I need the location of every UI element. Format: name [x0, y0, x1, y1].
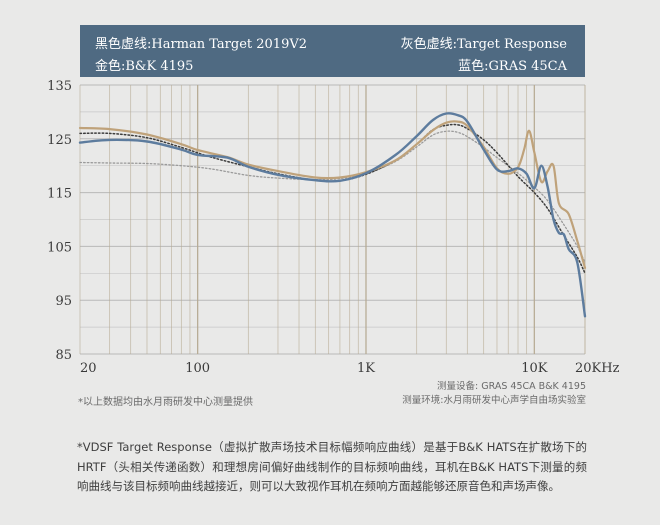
y-tick-label: 125: [47, 133, 72, 148]
legend-gold: 金色:B&K 4195: [95, 58, 193, 74]
legend-black-dotted: 黑色虚线:Harman Target 2019V2: [95, 36, 307, 52]
y-axis-tick-labels: 85 95 105 115 125 135: [47, 79, 72, 363]
curves: [78, 112, 587, 318]
measurement-environment: 测量环境:水月雨研发中心声学自由场实验室: [402, 395, 586, 406]
y-tick-label: 115: [47, 187, 72, 202]
y-tick-label: 85: [55, 348, 72, 363]
vdsf-explanation-note: *VDSF Target Response（虚拟扩散声场技术目标幅频响应曲线）是…: [77, 440, 587, 493]
x-tick-label: 20: [80, 361, 97, 376]
x-axis-tick-labels: 20 100 1K 10K 20KHz: [80, 361, 620, 376]
y-tick-label: 105: [47, 240, 72, 255]
x-tick-label: 100: [185, 361, 210, 376]
horizontal-gridlines: [80, 84, 585, 355]
curve-gras-45ca: [78, 112, 587, 318]
measurement-meta: 测量设备: GRAS 45CA B&K 4195 测量环境:水月雨研发中心声学自…: [326, 380, 586, 408]
vertical-gridlines: [79, 85, 586, 354]
legend-gray-dotted: 灰色虚线:Target Response: [401, 36, 568, 52]
y-tick-label: 95: [55, 294, 72, 309]
curve-target-response: [79, 130, 586, 264]
legend-blue: 蓝色:GRAS 45CA: [458, 58, 567, 74]
legend-panel: [80, 25, 585, 77]
data-source-footnote: *以上数据均由水月雨研发中心测量提供: [78, 397, 253, 408]
x-tick-label: 1K: [357, 361, 375, 376]
curve-harman-target-2019v2: [79, 123, 586, 275]
x-tick-label: 10K: [521, 361, 548, 376]
y-tick-label: 135: [47, 79, 72, 94]
x-tick-label: 20KHz: [575, 361, 620, 376]
measurement-equipment: 测量设备: GRAS 45CA B&K 4195: [437, 381, 586, 392]
